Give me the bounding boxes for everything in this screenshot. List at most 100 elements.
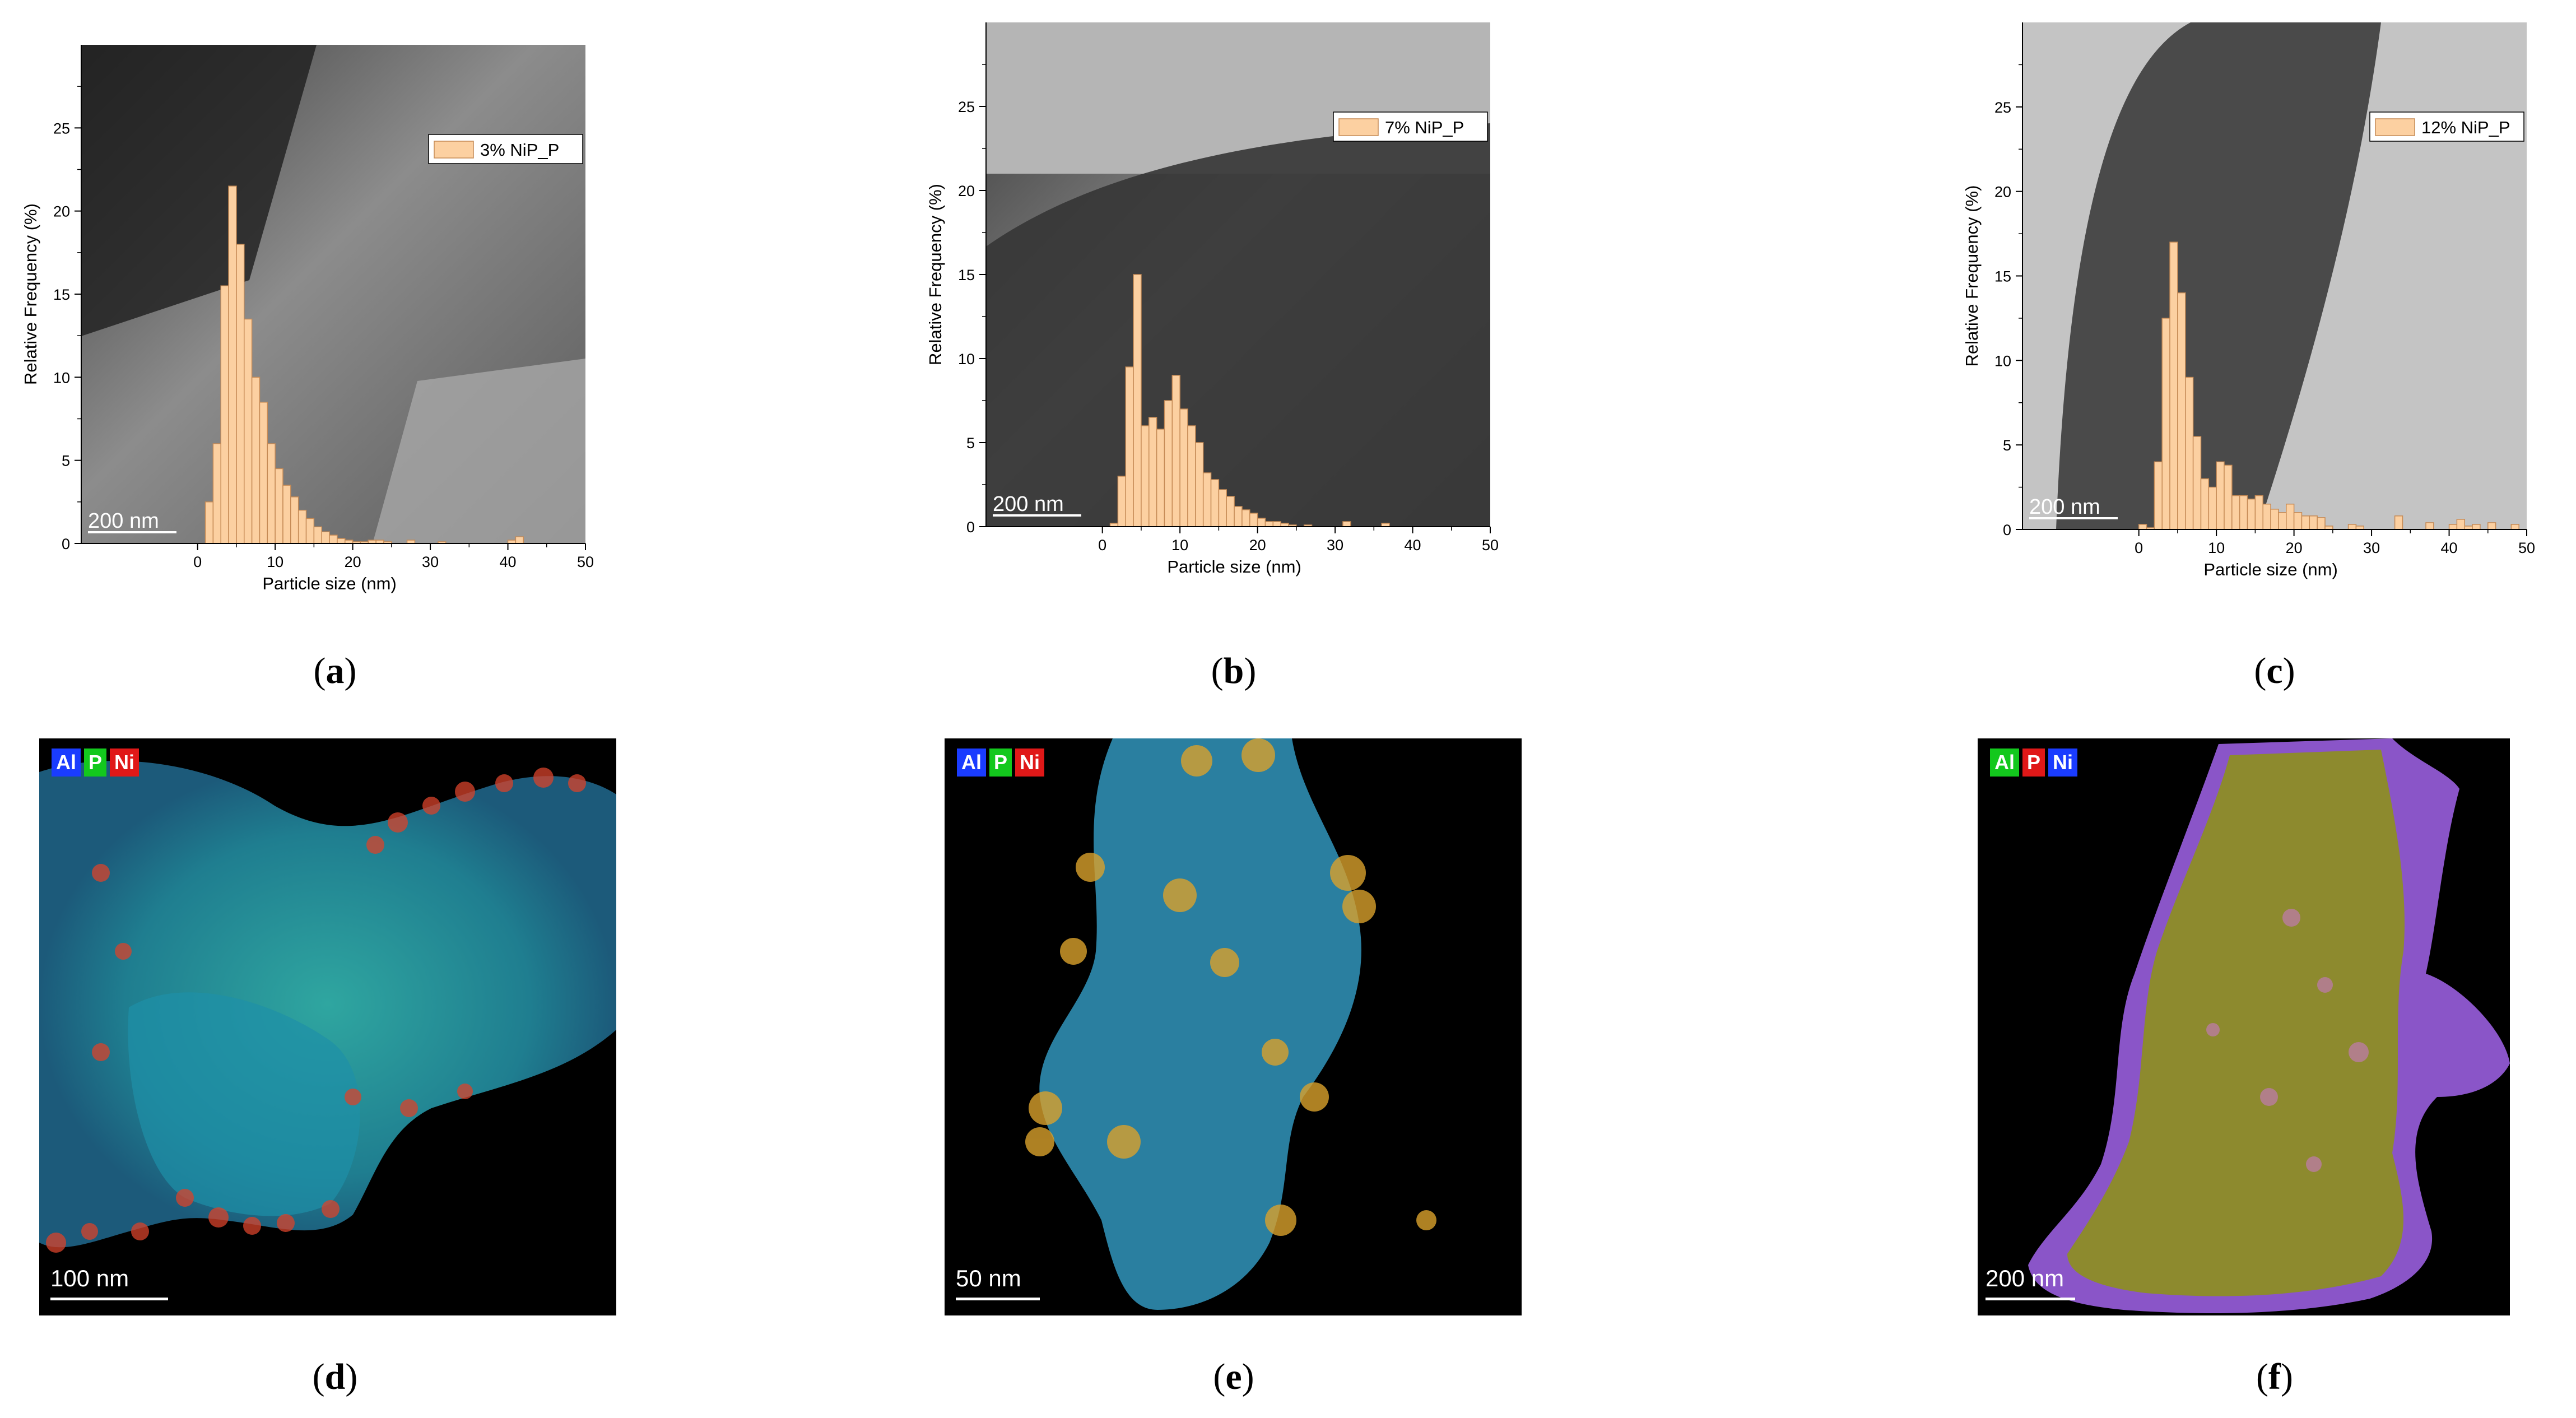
x-axis-title: Particle size (nm): [1167, 557, 1301, 577]
y-tick-label: 5: [62, 453, 70, 469]
x-tick-label: 20: [2286, 540, 2303, 556]
histogram-bar: [2169, 241, 2178, 530]
histogram-bar: [2262, 504, 2271, 530]
caption-e-letter: e: [1225, 1356, 1242, 1397]
histogram-bar: [1210, 479, 1220, 527]
eds-map-panel-e: Al P Ni 50 nm: [945, 738, 1522, 1315]
histogram-bar: [282, 485, 291, 544]
histogram-bar: [2425, 522, 2434, 530]
histogram-bar: [1156, 429, 1165, 527]
legend-box: [2369, 111, 2524, 142]
scale-bar-label-c: 200 nm: [2029, 495, 2100, 519]
caption-a: (a): [313, 650, 357, 691]
y-tick-label: 5: [2003, 437, 2011, 454]
y-tick-label: 0: [966, 519, 975, 536]
histogram-bar: [1148, 417, 1157, 527]
histogram-bar: [1141, 425, 1150, 527]
histogram-bar: [2293, 512, 2303, 530]
legend-chip-f-1: Al: [1990, 748, 2019, 777]
histogram-bar: [313, 526, 322, 544]
scale-bar-f-line: [1986, 1298, 2075, 1300]
caption-f: (f): [2256, 1356, 2293, 1397]
histogram-bar: [1195, 442, 1204, 527]
histogram-bar: [2394, 515, 2403, 530]
histogram-bar: [1218, 489, 1227, 527]
legend-chip-e-1: Al: [957, 748, 986, 777]
legend-swatch: [434, 141, 474, 159]
ni-clusters-e: [1025, 738, 1436, 1236]
x-axis-title: Particle size (nm): [262, 574, 396, 593]
histogram-bar: [2510, 524, 2519, 530]
x-tick-label: 20: [345, 554, 361, 570]
histogram-bar: [220, 285, 229, 544]
x-tick-label: 30: [1327, 537, 1343, 554]
eds-map-panel-f: Al P Ni 200 nm: [1978, 738, 2510, 1315]
tem-light-region-a: [373, 359, 585, 543]
scale-bar-label-b: 200 nm: [993, 492, 1064, 516]
x-tick-label: 0: [1098, 537, 1106, 554]
eds-map-image-e: [1025, 738, 1436, 1310]
y-tick-label: 0: [62, 536, 70, 552]
histogram-bar: [212, 443, 221, 544]
y-tick-label: 25: [1994, 99, 2011, 116]
legend-chip-e-2: P: [989, 748, 1012, 777]
legend-label: 3% NiP_P: [480, 140, 559, 160]
scale-bar-label-a: 200 nm: [88, 509, 159, 533]
tem-dark-region-a: [81, 45, 317, 336]
histogram-bar: [2456, 519, 2465, 530]
histogram-bar: [2185, 376, 2194, 530]
histogram-bar: [2192, 436, 2202, 530]
histogram-bar: [2224, 464, 2233, 530]
tem-micrograph-c: [2022, 22, 2527, 529]
histogram-bar: [2270, 509, 2279, 530]
y-tick-label: 10: [53, 369, 70, 386]
eds-map-panel-d: Al P Ni 100 nm: [39, 738, 616, 1315]
legend-chip-e-3: Ni: [1015, 748, 1045, 777]
caption-f-letter: f: [2268, 1356, 2281, 1397]
legend-label: 7% NiP_P: [1385, 118, 1464, 137]
y-axis-title: Relative Frequency (%): [926, 184, 945, 365]
scale-bar-e-line: [956, 1298, 1040, 1300]
histogram-panel-b: 200 nm 0 10 20 30 40 50 0 5 10 15 20 25 Particle size…: [926, 22, 1499, 577]
y-tick-label: 15: [958, 267, 975, 283]
x-tick-label: 30: [2363, 540, 2380, 556]
histogram-bar: [1164, 400, 1173, 527]
histogram-bar: [2231, 495, 2240, 530]
histogram-bar: [2317, 517, 2326, 530]
histogram-bar: [228, 185, 237, 544]
histogram-bar: [2161, 318, 2170, 530]
legend-chip-d-2: P: [84, 748, 107, 777]
x-tick-label: 30: [422, 554, 439, 570]
y-tick-label: 25: [53, 120, 70, 137]
y-tick-label: 0: [2003, 522, 2011, 538]
caption-b-letter: b: [1223, 650, 1244, 691]
tem-particle-b: [986, 123, 1490, 527]
histogram-bar: [1187, 425, 1196, 527]
legend-chip-f-3: Ni: [2048, 748, 2078, 777]
x-tick-label: 40: [1405, 537, 1421, 554]
histogram-bar: [2278, 512, 2287, 530]
caption-a-letter: a: [326, 650, 345, 691]
histogram-bar: [1133, 274, 1142, 527]
x-tick-label: 50: [2518, 540, 2535, 556]
eds-map-image-d: [39, 761, 616, 1253]
histogram-bar: [1179, 408, 1188, 527]
scale-bar-e-label: 50 nm: [956, 1265, 1021, 1291]
histogram-bar: [244, 318, 253, 544]
scale-bar-f-label: 200 nm: [1986, 1265, 2064, 1291]
y-tick-label: 15: [53, 286, 70, 303]
element-legend-d: Al P Ni: [52, 748, 140, 777]
histogram-bar: [2309, 515, 2318, 530]
x-tick-label: 40: [2441, 540, 2458, 556]
histogram-bar: [1202, 472, 1212, 527]
histogram-bar: [329, 534, 338, 544]
histogram-bar: [275, 468, 283, 544]
histogram-bar: [204, 501, 214, 544]
histogram-bar: [2154, 461, 2163, 530]
caption-c-letter: c: [2266, 650, 2283, 691]
histogram-bar: [2254, 495, 2263, 530]
histogram-bar: [515, 536, 524, 544]
histogram-bar: [1249, 513, 1258, 527]
scale-bar-d-label: 100 nm: [50, 1265, 129, 1291]
x-tick-label: 10: [267, 554, 283, 570]
